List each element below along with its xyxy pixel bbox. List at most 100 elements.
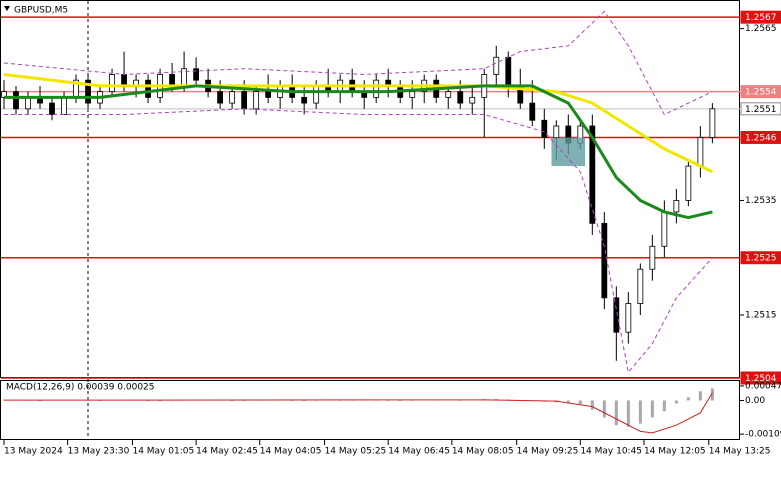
- candle-body: [409, 91, 416, 98]
- candle-body: [553, 125, 560, 138]
- candle-body: [613, 297, 620, 333]
- macd-bar: [38, 400, 42, 401]
- level-label-box: [740, 10, 781, 24]
- indicator-line: [4, 84, 713, 220]
- candle-body: [373, 79, 380, 98]
- level-label-box: [740, 102, 781, 116]
- candle-body: [265, 91, 272, 98]
- macd-bar: [698, 391, 702, 401]
- candle-body: [661, 211, 668, 247]
- macd-signal-line: [3, 392, 713, 434]
- x-tick-label: 14 May 06:45: [388, 447, 450, 457]
- macd-bar: [578, 400, 582, 405]
- candle-body: [109, 74, 115, 93]
- candle-body: [85, 79, 91, 104]
- level-label: 1.2567: [745, 13, 777, 23]
- candle-body: [313, 85, 320, 104]
- macd-bar: [710, 388, 714, 401]
- candle-body: [541, 119, 548, 138]
- macd-bar: [290, 400, 294, 401]
- candle-body: [121, 74, 127, 87]
- macd-bar: [602, 400, 606, 418]
- x-tick-label: 14 May 04:05: [260, 447, 322, 457]
- macd-bar: [98, 400, 102, 401]
- macd-bar: [686, 397, 690, 401]
- marks-layer: [1, 10, 716, 434]
- macd-bar: [458, 400, 462, 401]
- y-tick-label: 1.2515: [745, 311, 777, 321]
- candle-body: [445, 91, 452, 98]
- labels-layer: 1.2565 1.2535 1.2515 13 May 2024 13 May 23:3…: [4, 10, 781, 457]
- candle-body: [637, 268, 644, 304]
- x-tick-label: 14 May 10:45: [580, 447, 642, 457]
- macd-y-tick-label: 0.00047: [745, 381, 781, 391]
- macd-bar: [590, 400, 594, 410]
- indicator-line: [4, 108, 713, 374]
- candle-body: [529, 102, 536, 121]
- macd-bar: [398, 400, 402, 401]
- macd-bar: [650, 400, 654, 418]
- candle-body: [61, 96, 67, 115]
- x-tick-label: 13 May 23:30: [68, 447, 130, 457]
- chart-title: GBPUSD,M5: [14, 6, 68, 16]
- candle-body: [193, 68, 200, 81]
- macd-panel-frame: [0, 380, 740, 440]
- candle-body: [253, 91, 260, 110]
- candle-body: [241, 91, 248, 110]
- candle-body: [301, 96, 308, 104]
- candle-body: [169, 74, 175, 87]
- level-label-box: [740, 85, 781, 99]
- macd-bar: [386, 400, 390, 401]
- level-label: 1.2554: [745, 88, 777, 98]
- x-tick-label: 14 May 12:05: [644, 447, 706, 457]
- level-label-box: [740, 251, 781, 265]
- candle-body: [505, 56, 512, 87]
- macd-bar: [638, 400, 642, 424]
- candle-body: [469, 96, 476, 104]
- x-tick-label: 14 May 13:25: [709, 447, 771, 457]
- x-tick-label: 14 May 02:45: [196, 447, 258, 457]
- candle-body: [217, 91, 224, 104]
- x-tick-label: 14 May 01:05: [132, 447, 194, 457]
- macd-bar: [302, 400, 306, 401]
- candle-body: [589, 125, 596, 224]
- candle-body: [673, 200, 680, 213]
- indicator-line: [3, 72, 714, 174]
- candle-body: [457, 91, 464, 104]
- level-label: 1.2504: [745, 374, 777, 384]
- indicator-line: [3, 10, 713, 116]
- candle-body: [709, 108, 716, 138]
- x-tick-label: 14 May 09:25: [517, 447, 579, 457]
- macd-y-tick-label: -0.00109: [745, 430, 781, 440]
- candle-body: [13, 91, 19, 110]
- macd-y-tick-label: 0.00: [745, 396, 765, 406]
- candle-body: [601, 222, 608, 299]
- x-tick-label: 14 May 05:25: [325, 447, 387, 457]
- candle-body: [625, 303, 632, 333]
- x-tick-label: 13 May 2024: [4, 447, 63, 457]
- level-label: 1.2525: [745, 254, 777, 264]
- macd-bar: [146, 400, 150, 401]
- macd-bar: [230, 400, 234, 401]
- candle-body: [25, 96, 31, 110]
- x-tick-label: 14 May 08:05: [452, 447, 514, 457]
- macd-bar: [614, 400, 618, 426]
- level-label-box: [740, 371, 781, 385]
- macd-bar: [566, 400, 570, 403]
- candle-body: [685, 165, 692, 201]
- symbol-icon: [4, 6, 10, 11]
- macd-bar: [158, 400, 162, 402]
- level-label: 1.2546: [745, 133, 777, 143]
- candle-body: [649, 245, 656, 270]
- macd-bar: [662, 400, 666, 412]
- macd-title: MACD(12,26,9) 0.00039 0.00025: [6, 383, 155, 393]
- highlight-zone: [551, 137, 586, 167]
- macd-bar: [410, 400, 414, 401]
- candle-body: [145, 79, 151, 98]
- macd-bar: [626, 400, 630, 427]
- candle-body: [229, 91, 236, 104]
- macd-bar: [674, 400, 678, 404]
- y-tick-label: 1.2565: [745, 24, 777, 34]
- level-label-box: [740, 130, 781, 144]
